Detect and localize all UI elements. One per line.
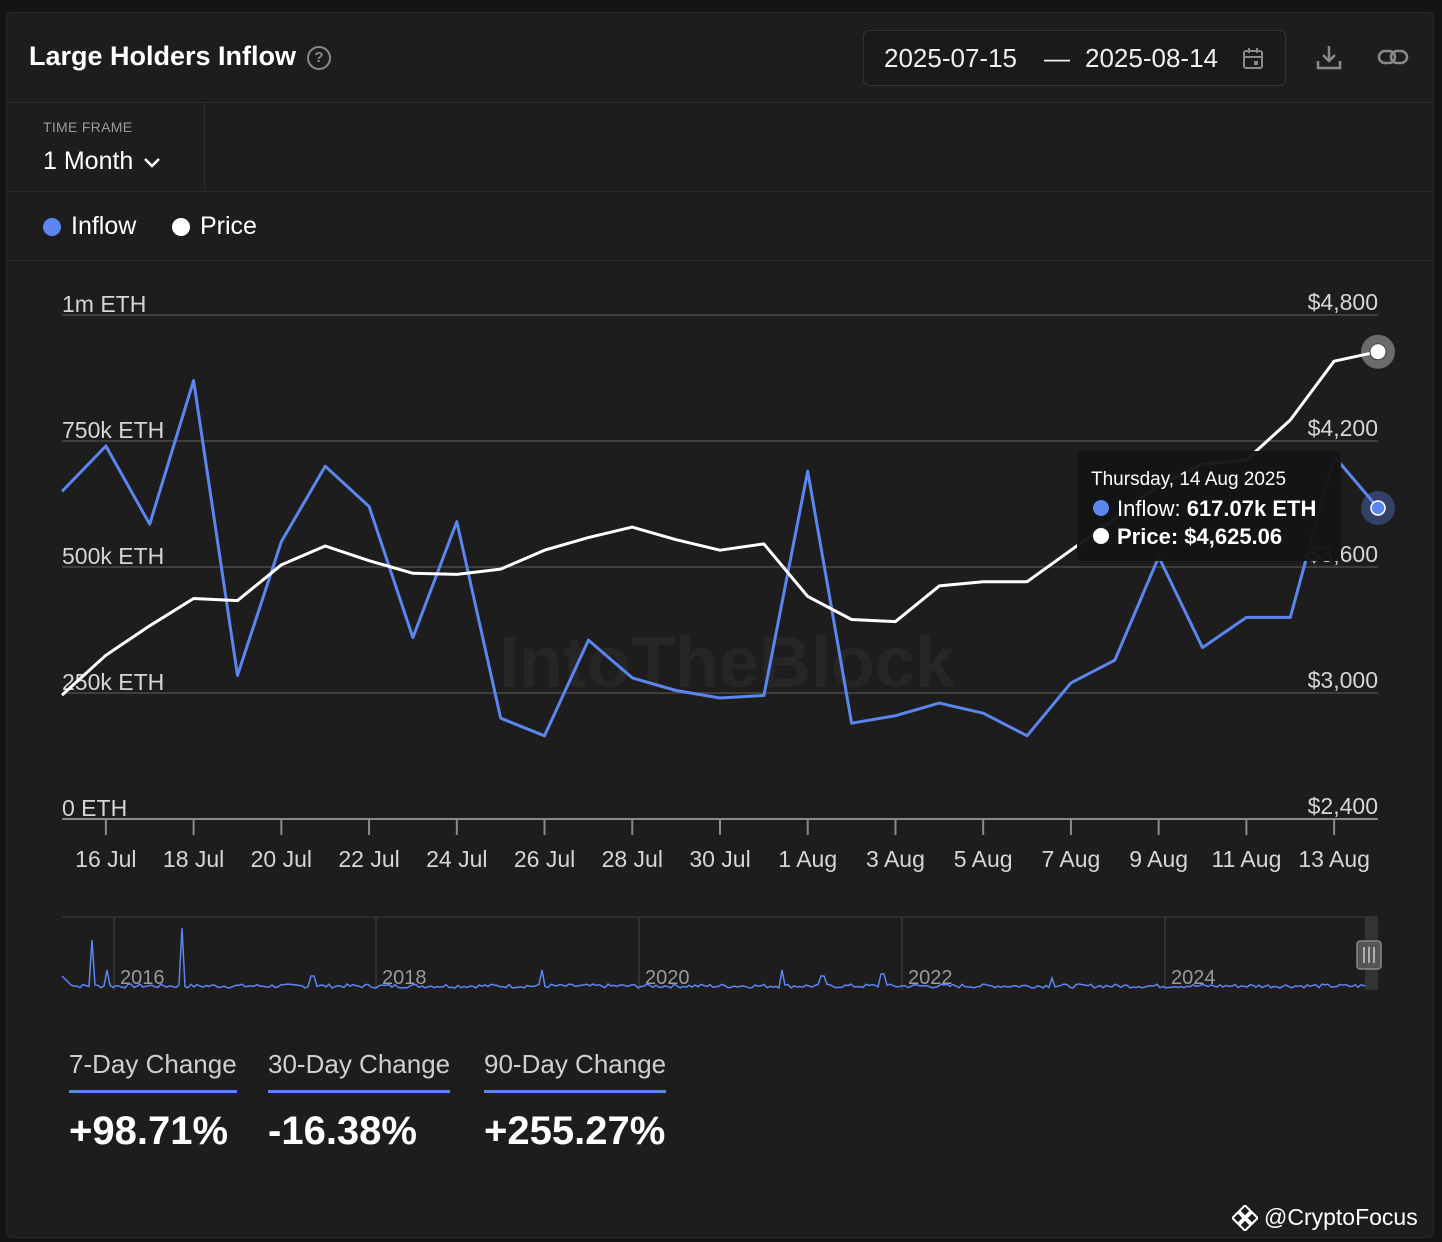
legend-dot-price bbox=[172, 217, 190, 236]
x-tick-label: 26 Jul bbox=[514, 846, 575, 872]
x-tick-label: 22 Jul bbox=[338, 846, 399, 872]
legend-label-inflow: Inflow bbox=[71, 212, 137, 240]
y-right-tick-label: $2,400 bbox=[1308, 793, 1378, 819]
navigator-year-label: 2022 bbox=[908, 967, 953, 989]
y-right-tick-label: $4,800 bbox=[1308, 289, 1378, 315]
legend-item-inflow[interactable]: Inflow bbox=[43, 212, 136, 241]
timeframe-value[interactable]: 1 Month bbox=[43, 147, 134, 175]
legend-dot-inflow bbox=[43, 217, 61, 236]
y-left-tick-label: 0 ETH bbox=[62, 795, 127, 821]
watermark-text: IntoTheBlock bbox=[499, 623, 956, 703]
stat-90-day[interactable]: 90-Day Change +255.27% bbox=[484, 1049, 667, 1154]
x-tick-label: 7 Aug bbox=[1042, 846, 1101, 872]
timeframe-selector[interactable]: TIME FRAME 1 Month bbox=[7, 103, 205, 192]
y-left-tick-label: 750k ETH bbox=[62, 417, 164, 443]
y-right-tick-label: $3,000 bbox=[1308, 667, 1378, 693]
chart-card: Large Holders Inflow ? 2025-07-15 — 2025… bbox=[6, 12, 1434, 1238]
stat-30-day[interactable]: 30-Day Change -16.38% bbox=[268, 1049, 451, 1154]
date-end[interactable]: 2025-08-14 bbox=[1085, 43, 1218, 73]
x-tick-label: 28 Jul bbox=[602, 846, 663, 872]
credit-text: @CryptoFocus bbox=[1264, 1204, 1418, 1230]
y-left-tick-label: 1m ETH bbox=[62, 291, 146, 317]
chart-area[interactable]: IntoTheBlock 0 ETH $2,400 250k ETH $3,000 500… bbox=[7, 13, 1434, 1033]
price-point bbox=[1369, 343, 1387, 361]
x-tick-label: 5 Aug bbox=[954, 846, 1013, 872]
timeframe-label: TIME FRAME bbox=[43, 119, 133, 135]
y-left-tick-label: 500k ETH bbox=[62, 543, 164, 569]
navigator-series-line bbox=[61, 927, 1368, 990]
tooltip-inflow: Inflow: 617.07k ETH bbox=[1117, 496, 1316, 521]
tooltip-price-dot bbox=[1093, 528, 1109, 544]
timeframe-bar: TIME FRAME 1 Month bbox=[7, 103, 1433, 192]
x-tick-label: 16 Jul bbox=[75, 846, 136, 872]
date-separator: — bbox=[1044, 43, 1070, 73]
x-tick-label: 18 Jul bbox=[163, 846, 224, 872]
calendar-icon[interactable] bbox=[1242, 47, 1264, 71]
tooltip-box bbox=[1077, 451, 1341, 561]
tooltip-date: Thursday, 14 Aug 2025 bbox=[1091, 469, 1286, 490]
download-icon[interactable] bbox=[1315, 43, 1343, 71]
x-tick-label: 24 Jul bbox=[426, 846, 487, 872]
x-tick-label: 20 Jul bbox=[251, 846, 312, 872]
navigator-year-label: 2020 bbox=[645, 967, 690, 989]
binance-logo-icon bbox=[1232, 1204, 1258, 1231]
stat-30-day-value: -16.38% bbox=[268, 1109, 417, 1153]
y-right-tick-label: $4,200 bbox=[1308, 415, 1378, 441]
x-tick-label: 1 Aug bbox=[778, 846, 837, 872]
stat-90-day-label: 90-Day Change bbox=[484, 1049, 667, 1093]
date-range-picker[interactable]: 2025-07-15 — 2025-08-14 bbox=[863, 30, 1286, 86]
x-tick-label: 13 Aug bbox=[1298, 846, 1370, 872]
tooltip-inflow-dot bbox=[1093, 500, 1109, 516]
stat-7-day-value: +98.71% bbox=[69, 1109, 229, 1153]
navigator-year-label: 2018 bbox=[382, 967, 427, 989]
stat-7-day[interactable]: 7-Day Change +98.71% bbox=[69, 1049, 237, 1154]
x-tick-label: 30 Jul bbox=[689, 846, 750, 872]
stat-90-day-value: +255.27% bbox=[484, 1109, 666, 1153]
chevron-down-icon[interactable] bbox=[143, 157, 161, 169]
help-icon[interactable]: ? bbox=[307, 46, 331, 70]
chart-title: Large Holders Inflow bbox=[29, 41, 297, 71]
navigator-year-label: 2024 bbox=[1171, 967, 1216, 989]
credit-watermark: @CryptoFocus bbox=[1232, 1204, 1418, 1231]
legend-label-price: Price bbox=[200, 212, 257, 240]
x-tick-label: 11 Aug bbox=[1211, 846, 1281, 872]
date-start[interactable]: 2025-07-15 bbox=[884, 43, 1017, 73]
x-tick-label: 3 Aug bbox=[866, 846, 925, 872]
stat-7-day-label: 7-Day Change bbox=[69, 1049, 237, 1093]
x-tick-label: 9 Aug bbox=[1129, 846, 1188, 872]
stat-30-day-label: 30-Day Change bbox=[268, 1049, 451, 1093]
link-icon[interactable] bbox=[1377, 43, 1409, 71]
inflow-point bbox=[1370, 500, 1386, 516]
card-header: Large Holders Inflow ? 2025-07-15 — 2025… bbox=[7, 13, 1433, 103]
tooltip-price: Price: $4,625.06 bbox=[1117, 524, 1282, 549]
y-left-tick-label: 250k ETH bbox=[62, 669, 164, 695]
legend-item-price[interactable]: Price bbox=[172, 212, 257, 241]
chart-legend: Inflow Price bbox=[7, 192, 1433, 261]
